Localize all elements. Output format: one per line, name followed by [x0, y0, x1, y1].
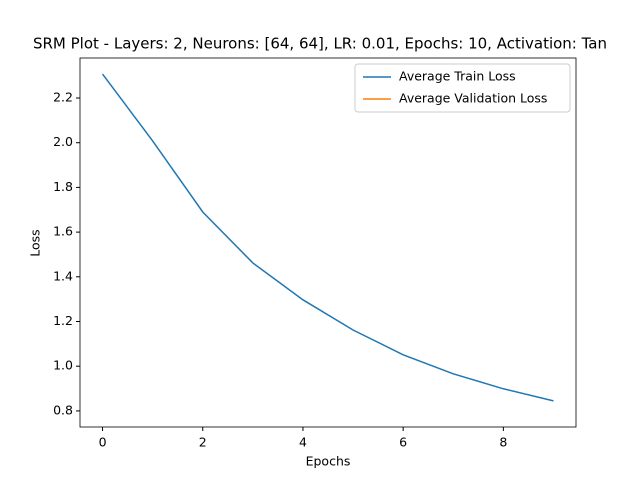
line-series — [101, 73, 554, 402]
y-tick-label: 0.8 — [53, 402, 73, 417]
x-tick-label: 2 — [199, 435, 207, 450]
x-tick-label: 4 — [299, 435, 307, 450]
plot-frame — [79, 57, 577, 428]
y-tick-label: 1.2 — [53, 313, 73, 328]
y-tick-label: 1.6 — [53, 224, 73, 239]
x-tick-label: 8 — [499, 435, 507, 450]
y-axis-label: Loss — [28, 229, 43, 256]
x-tick-label: 6 — [399, 435, 407, 450]
y-tick-label: 2.0 — [53, 134, 73, 149]
y-tick-label: 2.2 — [53, 90, 73, 105]
y-tick-label: 1.0 — [53, 358, 73, 373]
legend-label: Average Train Loss — [399, 69, 516, 84]
legend-label: Average Validation Loss — [399, 91, 547, 106]
x-axis-label: Epochs — [306, 454, 351, 469]
chart-title: SRM Plot - Layers: 2, Neurons: [64, 64],… — [33, 35, 607, 53]
y-tick-label: 1.4 — [53, 268, 73, 283]
y-tick-label: 1.8 — [53, 179, 73, 194]
x-tick-label: 0 — [99, 435, 107, 450]
legend-box — [354, 63, 571, 113]
